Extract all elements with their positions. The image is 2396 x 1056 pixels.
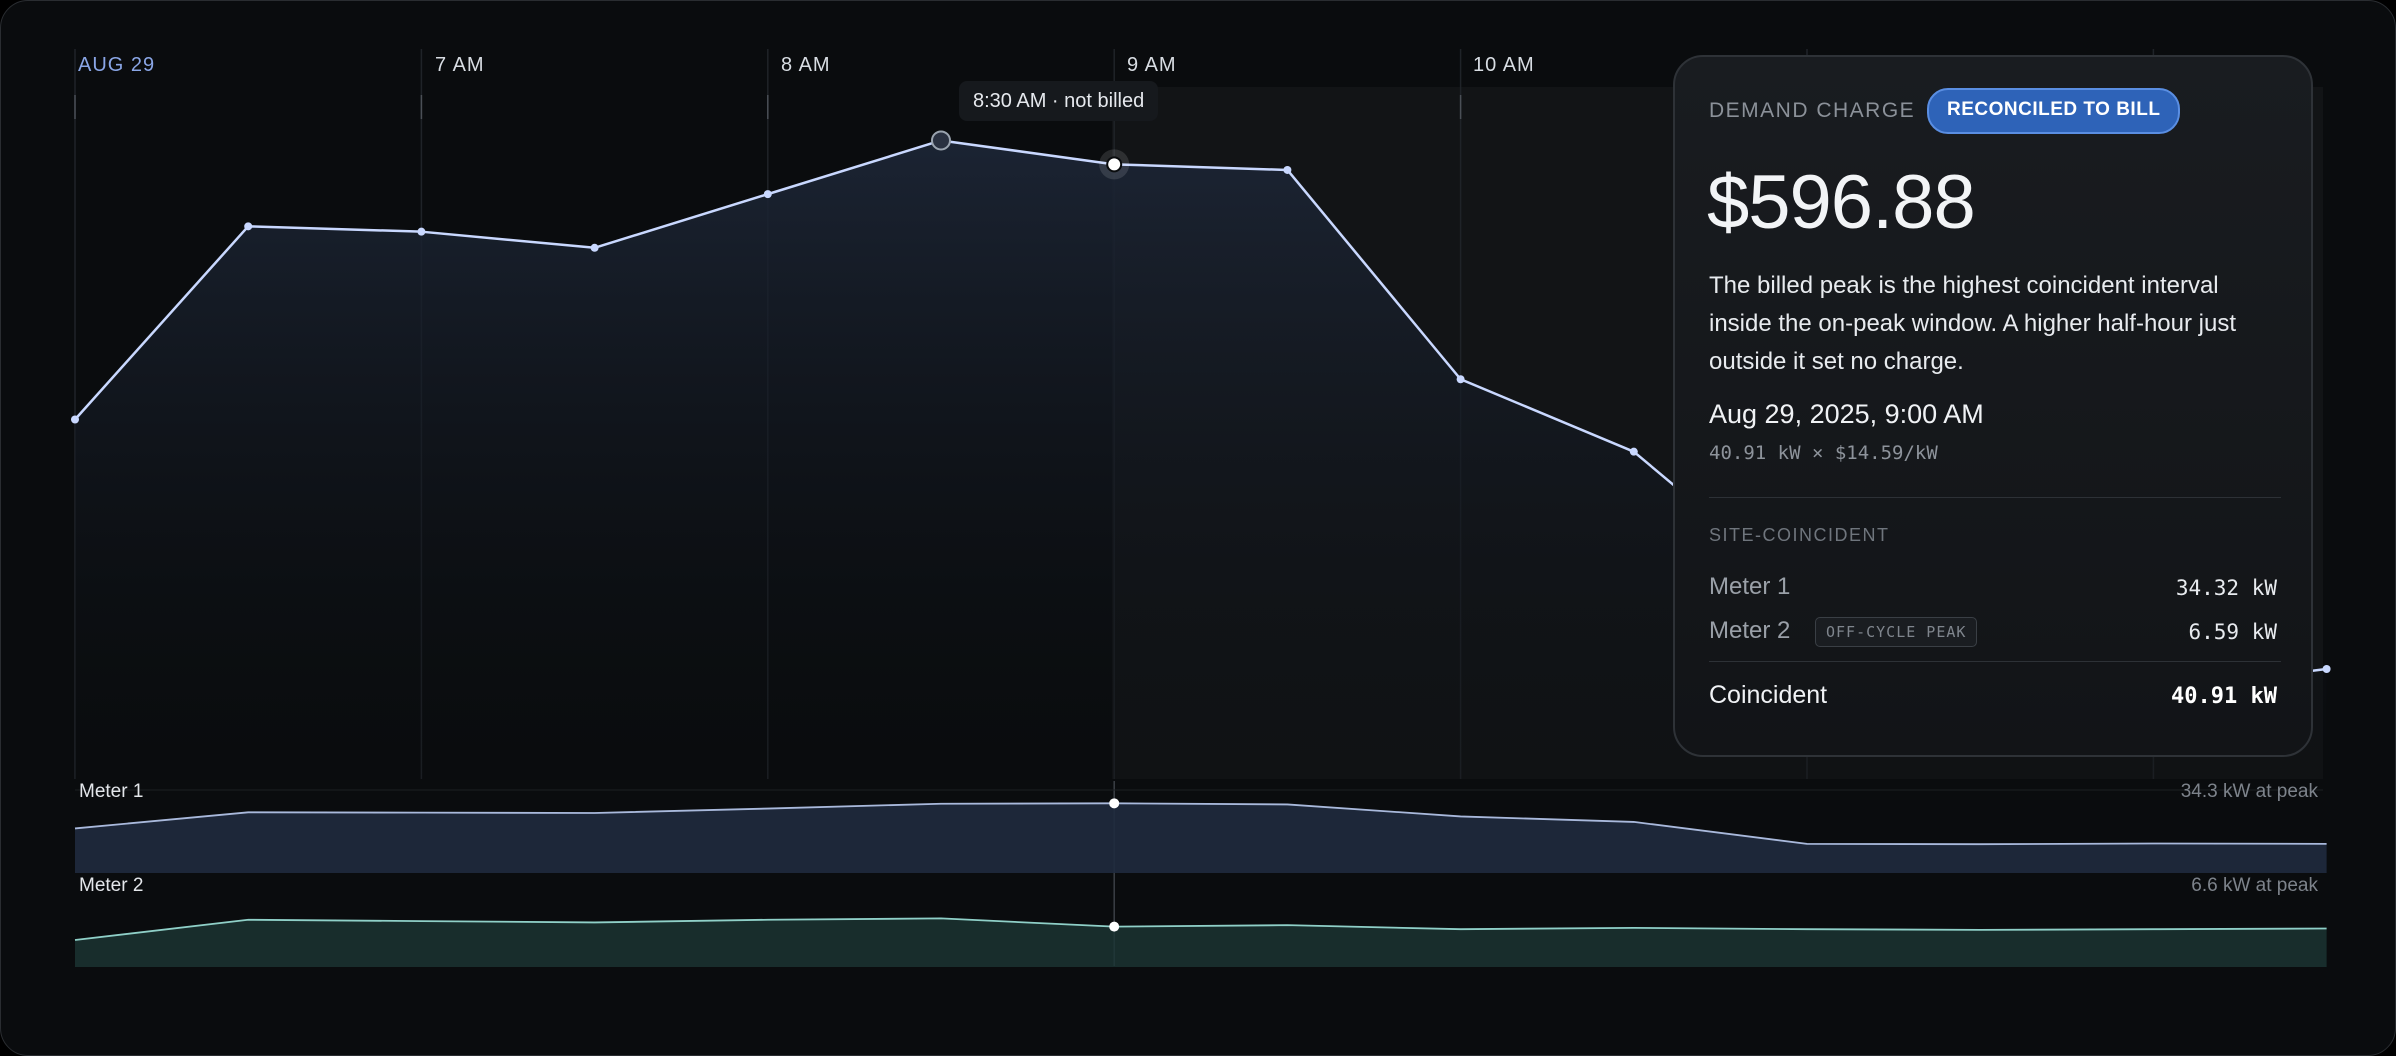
- meter1-peak-value: 34.3 kW at peak: [2180, 781, 2318, 802]
- demand-point: [417, 227, 426, 236]
- meter1-chart-label: Meter 1: [79, 781, 144, 802]
- meter2-peak-point: [1109, 921, 1120, 932]
- demand-point: [590, 243, 599, 252]
- meter1-area-fill: [75, 803, 2327, 873]
- demand-point: [1456, 375, 1465, 384]
- meter1-peak-point: [1109, 798, 1120, 809]
- coincident-label: Coincident: [1709, 681, 1828, 709]
- meter1-row-label: Meter 1: [1709, 573, 1791, 600]
- meter2-row-value: 6.59 kW: [2188, 620, 2277, 644]
- not-billed-peak-point: [931, 130, 951, 151]
- tick-label-7am: 7 AM: [435, 54, 485, 76]
- demand-point: [1629, 447, 1638, 456]
- demand-point: [2322, 665, 2331, 673]
- demand-charge-card: DEMAND CHARGE RECONCILED TO BILL $596.88…: [1673, 55, 2313, 757]
- meter2-chart-label: Meter 2: [79, 875, 144, 896]
- demand-point: [1283, 165, 1292, 174]
- tick-label-8am: 8 AM: [781, 54, 831, 76]
- reconciled-badge: RECONCILED TO BILL: [1927, 88, 2181, 134]
- meter2-line: [74, 917, 2327, 941]
- coincident-value: 40.91 kW: [2171, 684, 2277, 709]
- peak-datetime: Aug 29, 2025, 9:00 AM: [1709, 399, 1984, 429]
- charge-description: The billed peak is the highest coinciden…: [1709, 272, 2237, 375]
- tick-label-9am: 9 AM: [1127, 54, 1177, 76]
- meter1-line: [74, 802, 2327, 846]
- meter2-area-fill: [75, 918, 2327, 967]
- billed-peak-point: [1106, 156, 1123, 173]
- meter2-peak-value: 6.6 kW at peak: [2191, 875, 2318, 896]
- card-divider: [1709, 661, 2281, 662]
- section-label: SITE-COINCIDENT: [1709, 525, 1890, 545]
- off-cycle-peak-tag: OFF-CYCLE PEAK: [1815, 617, 1978, 647]
- charge-calculation: 40.91 kW × $14.59/kW: [1709, 442, 1938, 464]
- demand-point: [71, 415, 79, 424]
- tick-label-10am: 10 AM: [1473, 54, 1535, 76]
- card-divider: [1709, 497, 2281, 498]
- date-label: AUG 29: [78, 54, 156, 76]
- demand-point: [244, 222, 253, 231]
- not-billed-tooltip: 8:30 AM · not billed: [959, 81, 1159, 121]
- demand-point: [763, 190, 772, 199]
- meter1-row-value: 34.32 kW: [2175, 576, 2277, 600]
- meter2-row-label: Meter 2: [1709, 617, 1791, 644]
- charge-amount: $596.88: [1707, 160, 1976, 245]
- card-eyebrow: DEMAND CHARGE: [1709, 99, 1916, 122]
